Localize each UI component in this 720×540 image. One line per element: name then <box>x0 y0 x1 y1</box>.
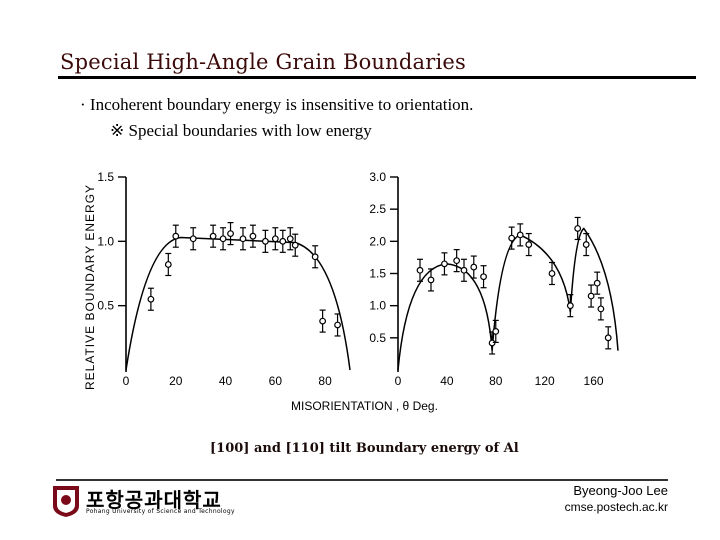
x-tick-label: 40 <box>440 374 454 388</box>
footer-divider <box>56 479 668 481</box>
data-point <box>172 232 180 240</box>
data-point <box>566 302 574 310</box>
data-point <box>597 305 605 313</box>
data-point <box>516 231 524 239</box>
y-tick-label: 2.5 <box>369 202 386 216</box>
x-tick-label: 120 <box>535 374 555 388</box>
x-tick-label: 0 <box>395 374 402 388</box>
plot-100-tilt: 0.5 1.0 1.5 0 20 40 60 80 <box>97 170 351 388</box>
data-point <box>319 317 327 325</box>
data-point <box>261 237 269 245</box>
data-point <box>286 235 294 243</box>
data-point <box>279 237 287 245</box>
data-point <box>480 273 487 281</box>
x-tick-label: 80 <box>489 374 503 388</box>
data-point <box>460 266 468 274</box>
data-point <box>291 241 299 249</box>
data-point <box>582 241 590 248</box>
data-point <box>593 279 601 287</box>
x-tick-label: 160 <box>584 374 604 388</box>
y-tick-label: 0.5 <box>97 299 114 313</box>
special-boundaries-note: ※ Special boundaries with low energy <box>110 121 372 140</box>
figure-caption: [100] and [110] tilt Boundary energy of … <box>210 441 519 456</box>
data-point <box>334 321 341 329</box>
data-point <box>525 241 533 248</box>
data-point <box>604 334 612 342</box>
data-point <box>427 276 435 284</box>
data-point <box>508 234 516 242</box>
university-seal-icon <box>53 486 79 517</box>
x-tick-label: 60 <box>269 374 283 388</box>
data-point <box>147 295 155 303</box>
y-tick-label: 1.0 <box>369 299 386 313</box>
trend-curve <box>125 236 351 371</box>
x-tick-label: 0 <box>123 374 130 388</box>
university-name-english: Pohang University of Science and Technol… <box>86 508 235 515</box>
y-tick-label: 1.5 <box>97 170 114 184</box>
x-tick-label: 80 <box>318 374 332 388</box>
y-tick-label: 1.5 <box>369 267 386 281</box>
data-point <box>574 225 582 232</box>
data-point <box>470 263 478 271</box>
slide-title: Special High-Angle Grain Boundaries <box>60 50 466 74</box>
author-name: Byeong-Joo Lee <box>573 483 668 498</box>
trend-curve <box>397 227 619 371</box>
data-point <box>311 253 319 261</box>
y-axis-label: RELATIVE BOUNDARY ENERGY <box>83 184 97 390</box>
data-point <box>587 292 595 300</box>
data-point <box>271 235 279 243</box>
x-tick-label: 20 <box>169 374 183 388</box>
x-tick-label: 40 <box>219 374 233 388</box>
y-tick-label: 0.5 <box>369 331 386 345</box>
x-axis-label: MISORIENTATION , θ Deg. <box>291 399 438 413</box>
data-point <box>164 261 172 268</box>
data-point <box>249 232 257 240</box>
title-underline <box>58 76 696 79</box>
university-name-korean: 포항공과대학교 <box>86 488 222 512</box>
data-point <box>239 235 247 243</box>
y-tick-label: 3.0 <box>369 170 386 184</box>
data-point <box>209 232 217 240</box>
website: cmse.postech.ac.kr <box>564 500 668 514</box>
data-point <box>219 235 227 243</box>
y-tick-label: 1.0 <box>97 234 114 248</box>
data-point <box>453 257 461 265</box>
data-point <box>441 260 448 268</box>
boundary-energy-figure: 0.5 1.0 1.5 0 20 40 60 80 0.5 1.0 1.5 2.0 2.5 3.0 0 40… <box>83 170 619 413</box>
y-tick-label: 2.0 <box>369 234 386 248</box>
data-point <box>416 266 424 274</box>
data-point <box>548 270 556 277</box>
data-point <box>492 327 500 335</box>
data-point <box>189 235 197 243</box>
bullet-text: · Incoherent boundary energy is insensit… <box>80 95 474 114</box>
plot-110-tilt: 0.5 1.0 1.5 2.0 2.5 3.0 0 40 80 120 160 <box>369 170 619 388</box>
data-point <box>227 230 234 238</box>
